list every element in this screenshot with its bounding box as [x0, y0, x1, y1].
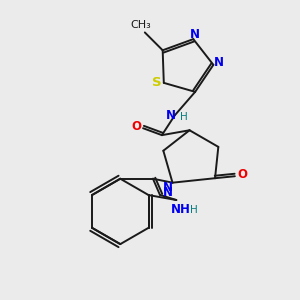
Text: N: N: [190, 28, 200, 41]
Text: O: O: [238, 168, 248, 181]
Text: CH₃: CH₃: [130, 20, 151, 29]
Text: O: O: [131, 120, 141, 133]
Text: N: N: [166, 109, 176, 122]
Text: H: H: [180, 112, 188, 122]
Text: H: H: [190, 205, 198, 215]
Text: NH: NH: [171, 203, 191, 216]
Text: N: N: [214, 56, 224, 69]
Text: N: N: [163, 186, 173, 199]
Text: N: N: [163, 181, 172, 194]
Text: S: S: [152, 76, 162, 89]
